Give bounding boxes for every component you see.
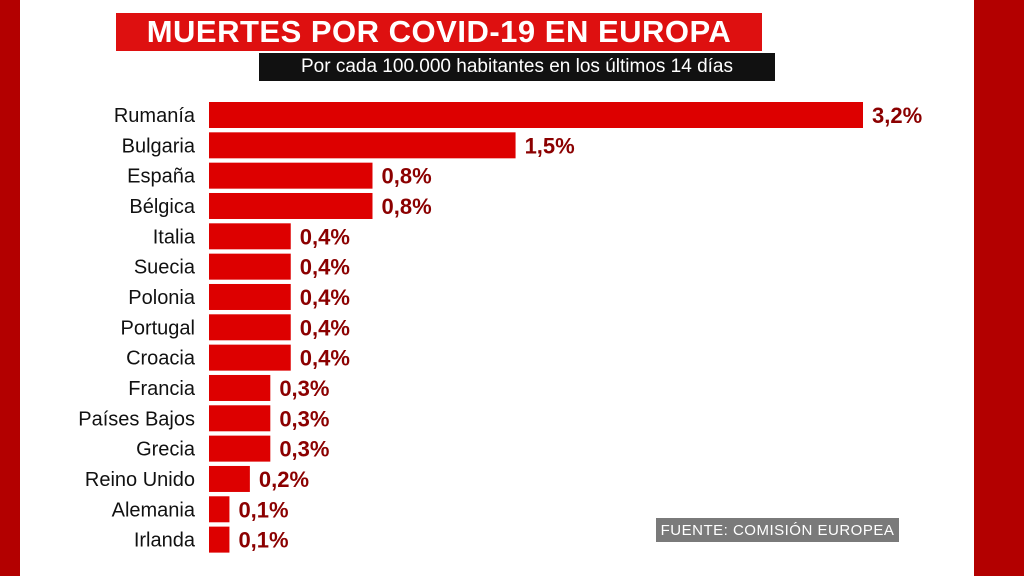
bar (209, 496, 230, 523)
bar (209, 526, 230, 553)
bar (209, 465, 250, 492)
bar (209, 192, 373, 219)
category-label: Francia (128, 378, 196, 400)
category-label: Grecia (136, 439, 196, 461)
category-label: Polonia (128, 287, 196, 309)
bar (209, 132, 516, 159)
value-label: 0,1% (238, 497, 288, 522)
value-label: 0,8% (382, 194, 432, 219)
bar (209, 344, 291, 371)
category-label: Irlanda (134, 530, 196, 552)
value-label: 0,4% (300, 255, 350, 280)
category-label: Países Bajos (78, 408, 195, 430)
category-label: Italia (153, 226, 196, 248)
bar (209, 314, 291, 341)
category-label: Bélgica (129, 196, 195, 218)
category-label: Rumanía (114, 105, 196, 127)
value-label: 3,2% (872, 103, 922, 128)
right-frame-border (974, 0, 1024, 576)
category-label: Suecia (134, 257, 196, 279)
bar (209, 253, 291, 280)
value-label: 0,4% (300, 346, 350, 371)
value-label: 0,3% (279, 437, 329, 462)
value-label: 0,2% (259, 467, 309, 492)
value-label: 0,4% (300, 224, 350, 249)
bar (209, 223, 291, 250)
bar (209, 374, 271, 401)
category-label: Portugal (121, 317, 196, 339)
value-label: 0,4% (300, 285, 350, 310)
category-label: Bulgaria (122, 135, 196, 157)
bar (209, 102, 863, 128)
left-frame-border (0, 0, 20, 576)
value-label: 0,4% (300, 315, 350, 340)
source-label: FUENTE: COMISIÓN EUROPEA (656, 518, 899, 542)
value-label: 0,1% (238, 528, 288, 553)
value-label: 1,5% (525, 133, 575, 158)
chart-subtitle: Por cada 100.000 habitantes en los últim… (259, 53, 775, 81)
category-label: Alemania (112, 499, 196, 521)
category-label: España (127, 166, 196, 188)
category-label: Croacia (126, 348, 196, 370)
chart-title: MUERTES POR COVID-19 EN EUROPA (116, 13, 762, 51)
bar (209, 162, 373, 189)
value-label: 0,8% (382, 164, 432, 189)
value-label: 0,3% (279, 376, 329, 401)
bar (209, 405, 271, 432)
value-label: 0,3% (279, 406, 329, 431)
category-label: Reino Unido (85, 469, 195, 491)
bar (209, 283, 291, 310)
bar (209, 435, 271, 462)
